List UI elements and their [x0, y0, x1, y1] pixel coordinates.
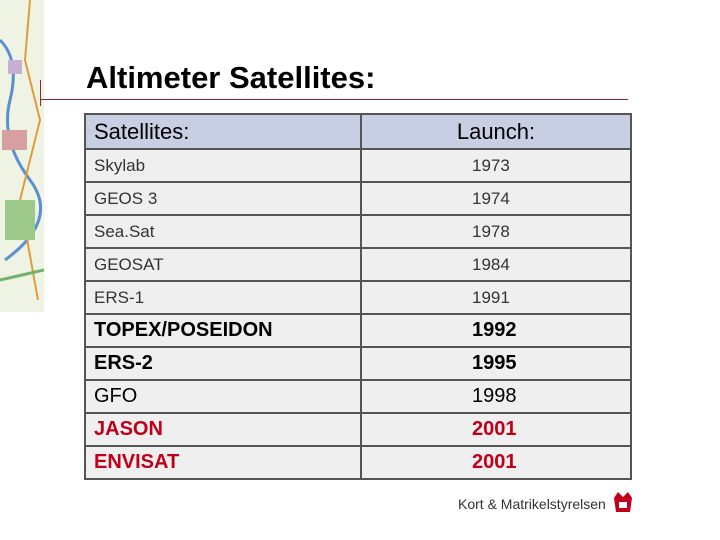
table-row: Sea.Sat 1978	[84, 214, 632, 249]
satellite-name: ENVISAT	[84, 445, 362, 480]
column-header: Launch:	[360, 113, 632, 150]
logo-text: Kort & Matrikelstyrelsen	[458, 496, 606, 512]
table-row: GEOS 3 1974	[84, 181, 632, 216]
satellite-name: JASON	[84, 412, 362, 447]
satellite-name: GEOS 3	[84, 181, 362, 216]
table-row: ERS-1 1991	[84, 280, 632, 315]
launch-year: 1991	[360, 280, 632, 315]
satellite-name: ERS-1	[84, 280, 362, 315]
title-rule	[40, 99, 628, 100]
table-row: ERS-2 1995	[84, 346, 632, 381]
title-rule	[40, 80, 41, 106]
launch-year: 1998	[360, 379, 632, 414]
satellite-name: GFO	[84, 379, 362, 414]
launch-year: 1984	[360, 247, 632, 282]
table-row: ENVISAT 2001	[84, 445, 632, 480]
launch-year: 2001	[360, 412, 632, 447]
launch-year: 1974	[360, 181, 632, 216]
satellite-name: GEOSAT	[84, 247, 362, 282]
launch-year: 1973	[360, 148, 632, 183]
logo-crown	[614, 492, 632, 512]
launch-year: 2001	[360, 445, 632, 480]
launch-year: 1992	[360, 313, 632, 348]
table-row: TOPEX/POSEIDON 1992	[84, 313, 632, 348]
satellite-table: Satellites: Launch: Skylab 1973 GEOS 3 1974…	[84, 113, 632, 480]
launch-year: 1978	[360, 214, 632, 249]
satellite-name: TOPEX/POSEIDON	[84, 313, 362, 348]
table-row: JASON 2001	[84, 412, 632, 447]
map-thumbnail	[0, 0, 44, 312]
satellite-name: ERS-2	[84, 346, 362, 381]
table-row: Skylab 1973	[84, 148, 632, 183]
slide-title: Altimeter Satellites:	[86, 60, 376, 95]
table-row: GFO 1998	[84, 379, 632, 414]
column-header: Satellites:	[84, 113, 362, 150]
satellite-name: Sea.Sat	[84, 214, 362, 249]
table-row: GEOSAT 1984	[84, 247, 632, 282]
satellite-name: Skylab	[84, 148, 362, 183]
launch-year: 1995	[360, 346, 632, 381]
